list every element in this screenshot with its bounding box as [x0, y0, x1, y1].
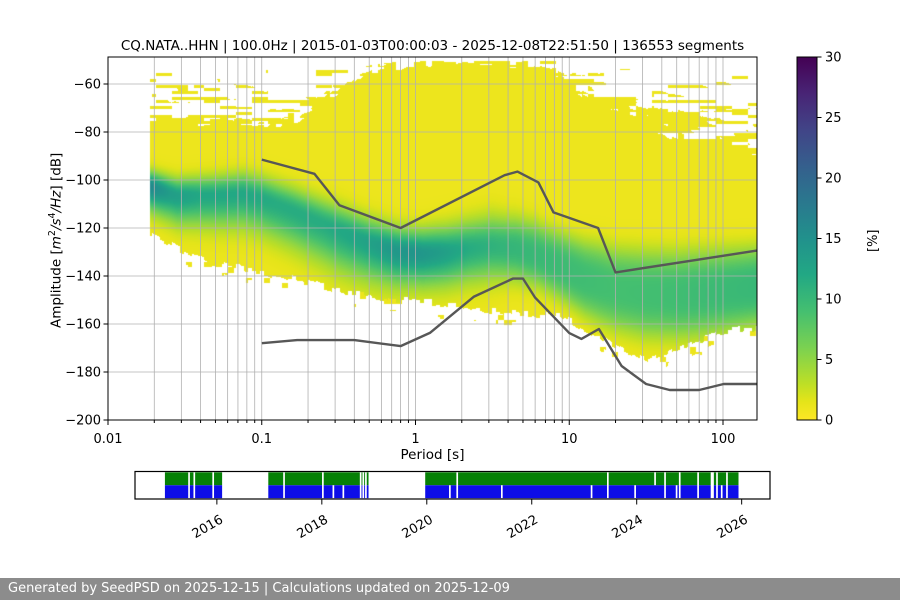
y-axis-unit-sup4: 4	[47, 212, 58, 219]
availability-gap	[212, 472, 215, 499]
availability-gap	[716, 472, 718, 499]
colorbar-tick-label: 30	[825, 51, 842, 66]
availability-year-label: 2018	[295, 512, 331, 542]
footer-bar: Generated by SeedPSD on 2025-12-15 | Cal…	[0, 578, 900, 600]
x-tick-label: 1	[411, 432, 419, 447]
availability-gap	[188, 472, 190, 499]
x-tick-label: 100	[711, 432, 736, 447]
availability-year-label: 2016	[190, 512, 226, 542]
availability-frame	[134, 470, 771, 500]
y-axis-unit-s: /s	[48, 218, 65, 231]
availability-gap-blue	[332, 485, 335, 499]
y-axis-label-prefix: Amplitude [	[48, 249, 65, 328]
y-tick-label: −180	[65, 366, 101, 381]
y-tick-label: −160	[65, 318, 101, 333]
y-tick-label: −60	[74, 78, 101, 93]
availability-year-label: 2022	[505, 512, 541, 542]
availability-gap	[456, 472, 459, 499]
availability-gap	[606, 472, 609, 499]
colorbar-tick-label: 10	[825, 293, 842, 308]
availability-gap	[322, 472, 324, 499]
availability-gap	[726, 472, 728, 499]
availability-green-segment	[164, 472, 223, 486]
availability-gap-blue	[449, 485, 451, 499]
footer-text: Generated by SeedPSD on 2025-12-15 | Cal…	[8, 581, 510, 596]
availability-background	[135, 471, 770, 499]
availability-gap-blue	[590, 485, 593, 499]
availability-gap	[664, 472, 666, 499]
availability-gap-blue	[500, 485, 503, 499]
y-tick-label: −120	[65, 222, 101, 237]
availability-gap	[359, 472, 362, 499]
y-tick-label: −140	[65, 270, 101, 285]
availability-gap	[697, 472, 699, 499]
y-axis-unit-m: m	[48, 236, 65, 250]
y-axis-unit-sup2: 2	[47, 230, 58, 237]
y-axis-label: Amplitude [m2/s4/Hz] [dB]	[47, 153, 65, 328]
availability-gap	[678, 472, 681, 499]
colorbar-tick-label: 25	[825, 111, 842, 126]
availability-green-segment	[425, 472, 739, 486]
availability-gap-blue	[342, 485, 345, 499]
availability-gap-blue	[675, 485, 678, 499]
y-axis-label-suffix: ] [dB]	[48, 152, 65, 191]
availability-wide-gap	[710, 472, 714, 499]
x-tick-label: 0.1	[251, 432, 272, 447]
availability-blue-segment	[425, 485, 739, 499]
availability-gap	[193, 472, 196, 499]
availability-year-label: 2020	[400, 512, 436, 542]
x-tick-label: 10	[561, 432, 578, 447]
availability-gap-blue	[720, 485, 723, 499]
availability-gap-blue	[634, 485, 636, 499]
availability-green-segment	[268, 472, 369, 486]
colorbar-label: [%]	[866, 229, 881, 253]
availability-year-label: 2026	[715, 512, 751, 542]
x-axis-label: Period [s]	[400, 447, 465, 463]
y-tick-label: −200	[65, 414, 101, 429]
availability-blue-segment	[164, 485, 223, 499]
y-tick-label: −100	[65, 174, 101, 189]
availability-blue-segment	[268, 485, 369, 499]
ppsd-heatmap	[108, 57, 757, 420]
colorbar-tick-label: 15	[825, 232, 842, 247]
colorbar-tick-label: 5	[825, 353, 833, 368]
availability-year-label: 2024	[610, 512, 646, 542]
availability-gap	[283, 472, 285, 499]
plot-title: CQ.NATA..HHN | 100.0Hz | 2015-01-03T00:0…	[120, 38, 745, 54]
colorbar-gradient	[797, 57, 817, 420]
availability-gap-green	[654, 472, 656, 486]
colorbar-frame	[796, 56, 818, 421]
availability-gap	[362, 472, 365, 499]
colorbar-tick-label: 20	[825, 172, 842, 187]
y-tick-label: −80	[74, 126, 101, 141]
x-tick-label: 0.01	[94, 432, 123, 447]
y-axis-unit-hz: /Hz	[48, 190, 65, 213]
availability-gap	[365, 472, 367, 499]
colorbar-tick-label: 0	[825, 414, 833, 429]
